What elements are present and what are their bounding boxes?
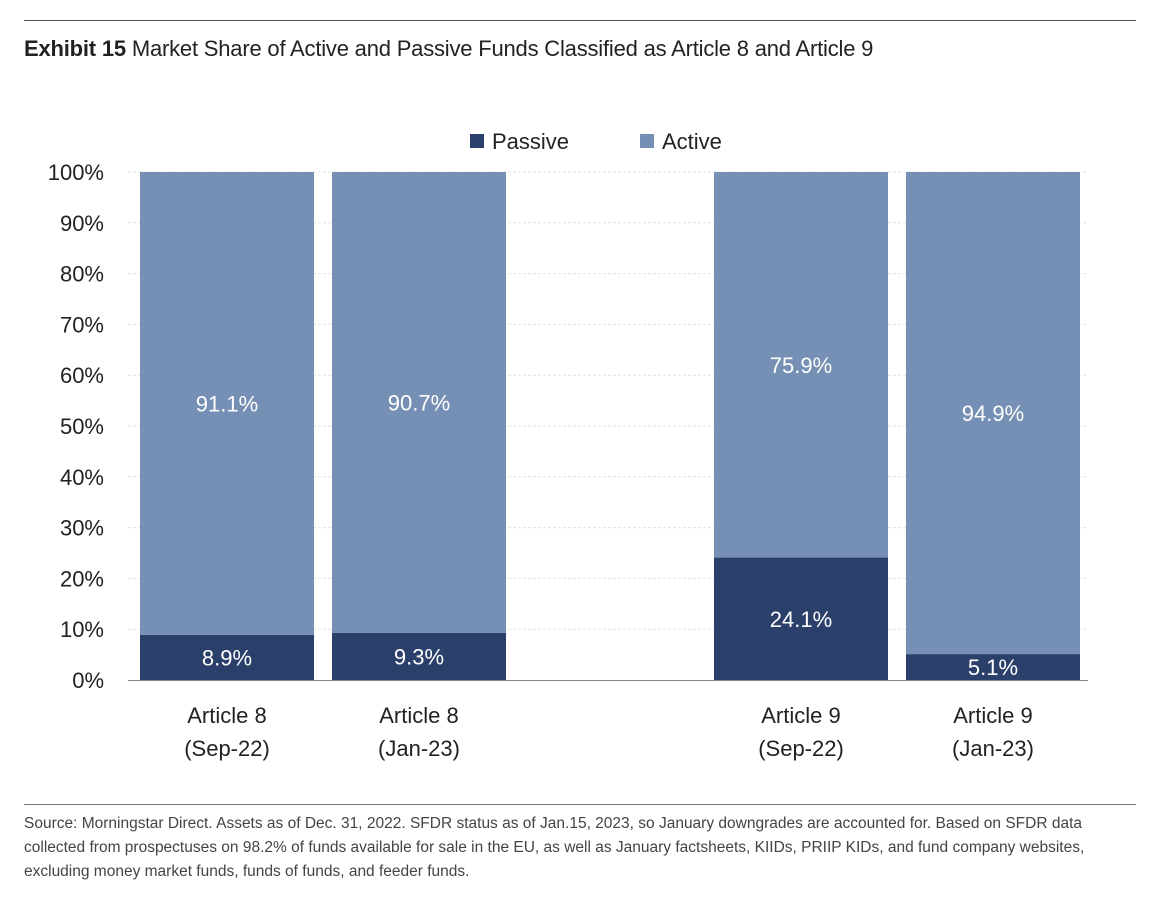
data-label-active: 75.9% xyxy=(770,353,832,378)
bar-active xyxy=(332,172,506,633)
legend-label-passive: Passive xyxy=(492,129,569,154)
data-label-passive: 5.1% xyxy=(968,655,1018,680)
x-tick-label: Article 9 xyxy=(953,703,1032,728)
data-label-passive: 24.1% xyxy=(770,607,832,632)
x-tick-label: (Sep-22) xyxy=(184,736,270,761)
x-tick-label: (Sep-22) xyxy=(758,736,844,761)
y-tick-label: 90% xyxy=(60,211,104,236)
data-label-passive: 9.3% xyxy=(394,644,444,669)
top-rule xyxy=(24,20,1136,21)
y-tick-label: 10% xyxy=(60,617,104,642)
x-tick-label: Article 9 xyxy=(761,703,840,728)
y-tick-label: 100% xyxy=(48,160,104,185)
bottom-rule xyxy=(24,804,1136,805)
exhibit-label: Exhibit 15 xyxy=(24,36,126,61)
bar-passive xyxy=(906,654,1080,680)
exhibit-title: Market Share of Active and Passive Funds… xyxy=(131,36,874,61)
y-tick-label: 70% xyxy=(60,312,104,337)
bar-active xyxy=(906,172,1080,655)
y-tick-label: 50% xyxy=(60,414,104,439)
bar-passive xyxy=(140,634,314,680)
bar-passive xyxy=(714,557,888,680)
y-tick-label: 0% xyxy=(72,668,104,693)
stacked-bar-chart: 0% 10% 20% 30% 40% 50% 60% 70% 80% 90% 100% 8.9% 91.… xyxy=(48,129,1088,761)
y-tick-label: 80% xyxy=(60,262,104,287)
y-tick-label: 30% xyxy=(60,516,104,541)
bar-active xyxy=(714,172,888,558)
y-tick-label: 60% xyxy=(60,363,104,388)
data-label-active: 90.7% xyxy=(388,390,450,415)
bar-passive xyxy=(332,632,506,680)
legend-swatch-active xyxy=(640,134,654,148)
y-tick-label: 40% xyxy=(60,465,104,490)
x-tick-label: Article 8 xyxy=(187,703,266,728)
x-tick-label: (Jan-23) xyxy=(952,736,1034,761)
data-label-active: 94.9% xyxy=(962,401,1024,426)
source-note: Source: Morningstar Direct. Assets as of… xyxy=(24,815,1085,880)
x-tick-label: Article 8 xyxy=(379,703,458,728)
data-label-active: 91.1% xyxy=(196,391,258,416)
x-tick-label: (Jan-23) xyxy=(378,736,460,761)
bar-active xyxy=(140,172,314,635)
data-label-passive: 8.9% xyxy=(202,645,252,670)
chart-title: Exhibit 15 Market Share of Active and Pa… xyxy=(24,36,873,62)
y-tick-label: 20% xyxy=(60,566,104,591)
legend-swatch-passive xyxy=(470,134,484,148)
legend-label-active: Active xyxy=(662,129,722,154)
